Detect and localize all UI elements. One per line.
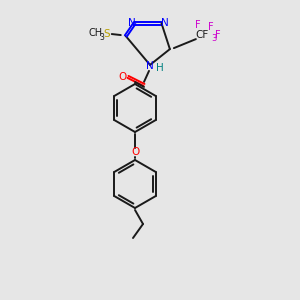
Text: F: F [208,22,214,32]
Text: F: F [215,30,221,40]
Text: S: S [103,29,110,39]
Text: 3: 3 [99,32,104,41]
Text: O: O [118,72,126,82]
Text: N: N [160,18,168,28]
Text: CF: CF [195,30,208,40]
Text: N: N [128,18,135,28]
Text: O: O [131,147,139,157]
Text: F: F [195,20,201,30]
Text: N: N [146,61,154,71]
Text: 3: 3 [211,34,217,43]
Text: CH: CH [89,28,103,38]
Text: H: H [156,63,164,73]
